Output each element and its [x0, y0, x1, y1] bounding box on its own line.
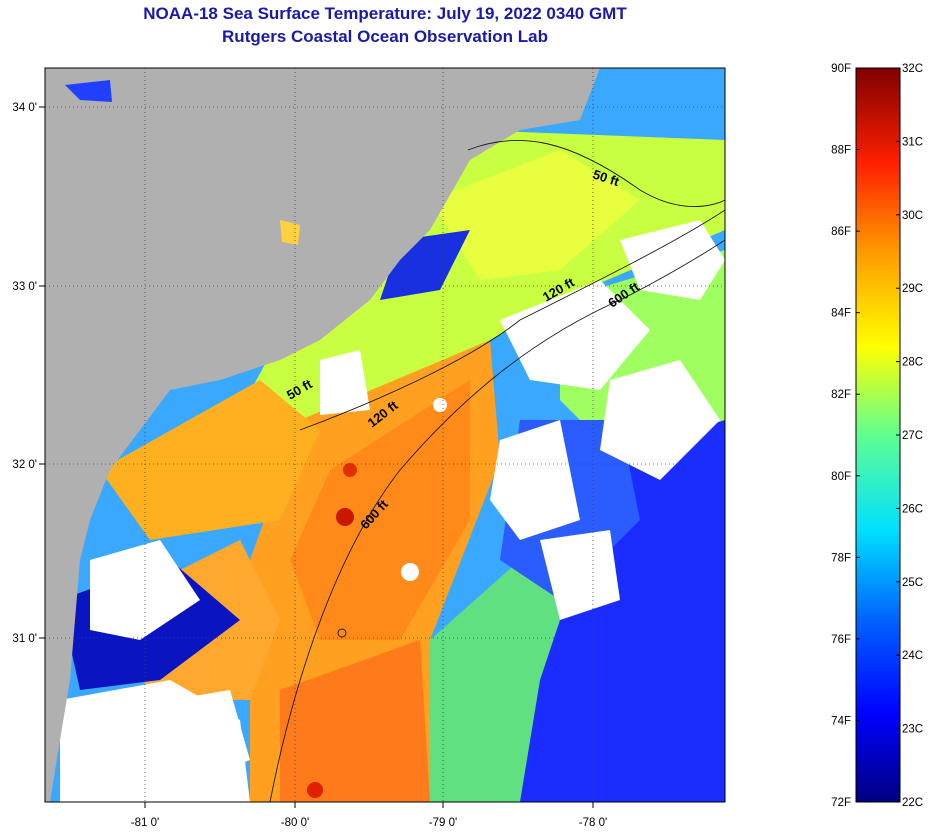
colorbar-label-fahrenheit: 72F: [831, 797, 851, 809]
lat-tick-label: 34 0': [12, 102, 37, 114]
contour-120ft-line: [299, 209, 725, 431]
colorbar-label-celsius: 26C: [902, 503, 923, 515]
colorbar-label-fahrenheit: 84F: [831, 308, 851, 320]
map-title: NOAA-18 Sea Surface Temperature: July 19…: [143, 4, 627, 23]
lat-tick-label: 33 0': [12, 281, 37, 293]
colorbar-label-celsius: 28C: [902, 357, 923, 369]
colorbar-label-celsius: 23C: [902, 724, 923, 736]
lat-tick-label: 32 0': [12, 459, 37, 471]
lat-tick-label: 31 0': [12, 633, 37, 645]
colorbar-label-celsius: 24C: [902, 650, 923, 662]
colorbar: 90F 88F 86F 84F 82F 80F 78F 76F 74F 72F 32C 31C 30C…: [831, 63, 923, 809]
lon-tick-label: -79 0': [429, 817, 457, 829]
contour-50ft-line: [467, 139, 725, 207]
colorbar-label-celsius: 32C: [902, 63, 923, 75]
map-subtitle: Rutgers Coastal Ocean Observation Lab: [222, 27, 548, 46]
colorbar-label-fahrenheit: 76F: [831, 634, 851, 646]
map-frame: [44, 67, 726, 803]
colorbar-label-fahrenheit: 86F: [831, 226, 851, 238]
colorbar-label-fahrenheit: 82F: [831, 389, 851, 401]
colorbar-label-fahrenheit: 80F: [831, 471, 851, 483]
colorbar-label-celsius: 31C: [902, 136, 923, 148]
sst-imagery: [45, 68, 725, 802]
colorbar-label-fahrenheit: 74F: [831, 715, 851, 727]
colorbar-label-fahrenheit: 88F: [831, 145, 851, 157]
lon-tick-label: -81 0': [131, 817, 159, 829]
contour-600ft-line: [269, 239, 725, 802]
graticule: [45, 68, 725, 802]
axis-ticks: [39, 106, 594, 808]
colorbar-label-fahrenheit: 78F: [831, 552, 851, 564]
colorbar-label-celsius: 29C: [902, 283, 923, 295]
colorbar-gradient: [855, 67, 901, 803]
lon-tick-label: -78 0': [579, 817, 607, 829]
lon-tick-label: -80 0': [281, 817, 309, 829]
colorbar-label-celsius: 22C: [902, 797, 923, 809]
colorbar-label-celsius: 30C: [902, 210, 923, 222]
colorbar-label-celsius: 25C: [902, 577, 923, 589]
colorbar-label-fahrenheit: 90F: [831, 63, 851, 75]
bathymetry-contours: [269, 139, 725, 802]
colorbar-label-celsius: 27C: [902, 430, 923, 442]
